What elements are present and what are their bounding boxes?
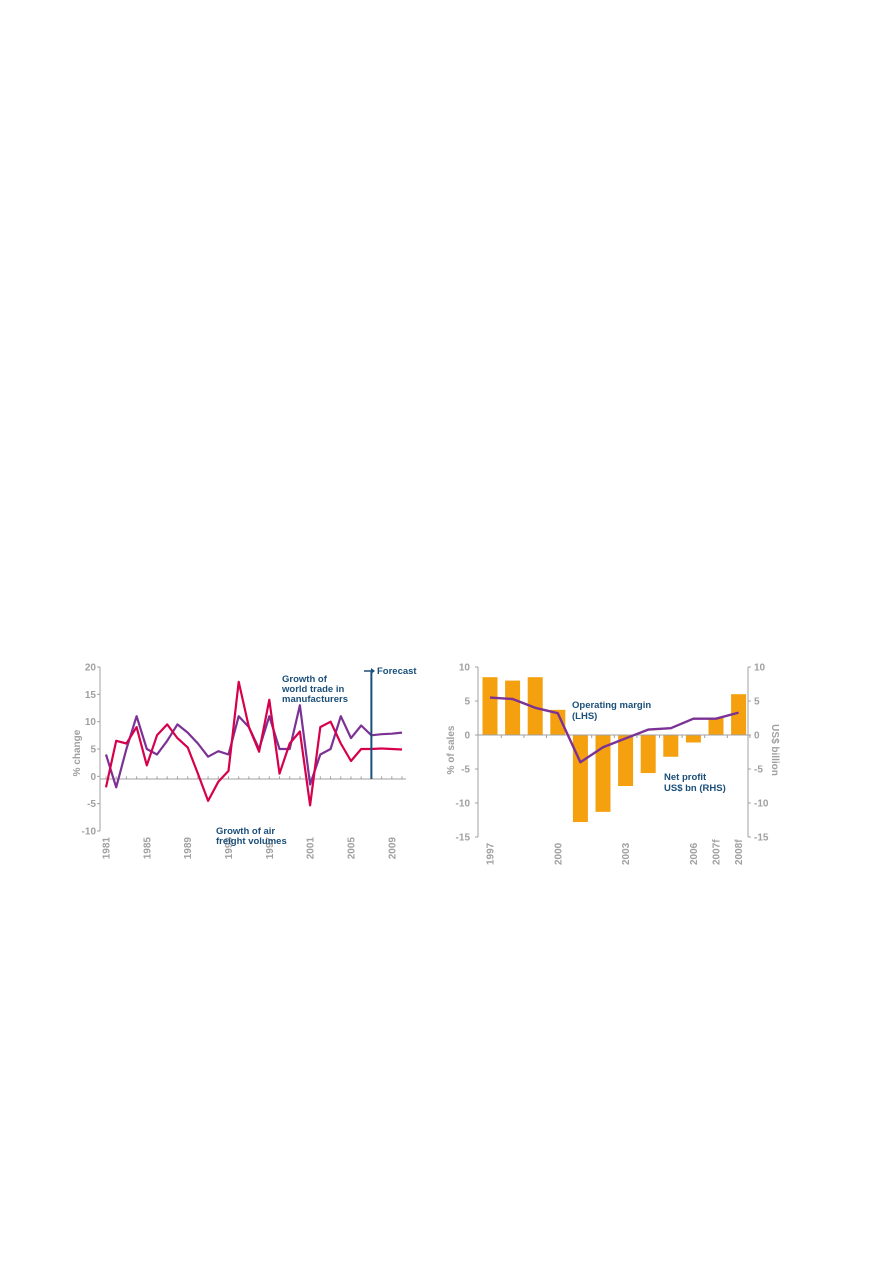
chart1-x-tick-label: 2001: [306, 837, 317, 860]
chart1-y-tick-label: -5: [87, 799, 96, 810]
chart2-x-tick-label: 2007f: [712, 839, 723, 865]
chart2-x-tick-label: 2008f: [734, 839, 745, 865]
chart2-y2-axis-label: US$ billion: [769, 724, 780, 776]
chart2-y-tick-label: 5: [464, 697, 470, 708]
svg-text:freight volumes: freight volumes: [216, 836, 287, 847]
chart1-x-tick-label: 1981: [102, 837, 113, 860]
net-profit-bar: [618, 735, 634, 786]
operating-margin-label: Operating margin (LHS): [572, 700, 651, 722]
chart2-y-axis-label: % of sales: [446, 725, 457, 774]
world-trade-label: Growth of world trade in manufacturers: [281, 674, 348, 705]
chart1-x-tick-label: 2005: [346, 837, 357, 860]
chart1-series-line-0: [104, 704, 403, 789]
chart1-x-tick-label: 1989: [183, 837, 194, 860]
svg-text:manufacturers: manufacturers: [282, 694, 348, 705]
chart2-x-tick-label: 2000: [553, 842, 564, 865]
forecast-label: Forecast: [377, 666, 417, 677]
svg-text:Growth of: Growth of: [282, 674, 328, 685]
svg-text:Net profit: Net profit: [664, 772, 707, 783]
chart1-y-tick-label: 10: [85, 717, 97, 728]
net-profit-bar: [731, 694, 747, 735]
chart2-x-tick-label: 1997: [486, 842, 497, 865]
chart1-series-line-1: [104, 680, 403, 807]
chart2-y2-tick-label: 5: [754, 697, 760, 708]
chart1-y-axis-label: % change: [72, 729, 83, 776]
chart2-y2-tick-label: -15: [754, 833, 769, 844]
forecast-arrow-head: [371, 668, 375, 674]
net-profit-bar: [482, 677, 498, 735]
chart1-y-tick-label: 0: [90, 772, 96, 783]
chart1-x-tick-label: 1985: [142, 837, 153, 860]
svg-text:world trade in: world trade in: [281, 684, 344, 695]
net-profit-bar: [663, 735, 679, 757]
chart2-y2-tick-label: -5: [754, 765, 763, 776]
chart1-x-tick-label: 1993: [224, 837, 235, 860]
chart2-x-tick-label: 2006: [689, 842, 700, 865]
chart1-x-tick-label: 2009: [387, 837, 398, 860]
net-profit-bar: [550, 709, 566, 735]
chart1-x-tick-label: 1997: [265, 837, 276, 860]
net-profit-bar: [595, 735, 611, 812]
chart2-y-tick-label: -15: [456, 833, 471, 844]
air-freight-chart: -10 -5 0 5 10 15 20 1981 1985 1989 1993 1997 2001 20…: [72, 663, 417, 860]
svg-text:US$ bn (RHS): US$ bn (RHS): [664, 783, 726, 794]
chart1-y-tick-label: 5: [90, 745, 96, 756]
svg-text:(LHS): (LHS): [572, 711, 597, 722]
chart2-y-tick-label: 10: [459, 663, 471, 674]
chart2-y2-tick-label: 10: [754, 663, 766, 674]
svg-text:Operating margin: Operating margin: [572, 700, 651, 711]
net-profit-bar: [685, 735, 701, 743]
net-profit-bar: [527, 677, 543, 735]
net-profit-bar: [505, 680, 521, 735]
svg-text:Growth of air: Growth of air: [216, 826, 275, 837]
chart2-y2-tick-label: -10: [754, 799, 769, 810]
chart1-y-tick-label: -10: [82, 827, 97, 838]
chart1-y-tick-label: 20: [85, 663, 97, 674]
net-profit-bar: [708, 718, 724, 735]
net-profit-label: Net profit US$ bn (RHS): [664, 772, 726, 794]
net-profit-bar: [640, 735, 656, 774]
chart2-y-tick-label: 0: [464, 731, 470, 742]
chart2-y-tick-label: -5: [461, 765, 470, 776]
airline-profit-chart: -15 -10 -5 0 5 10 -15 -10 -5 0 5 10 1997 2000 2003 20…: [446, 663, 780, 866]
chart2-x-tick-label: 2003: [621, 842, 632, 865]
chart2-y-tick-label: -10: [456, 799, 471, 810]
air-freight-label: Growth of air freight volumes: [216, 826, 287, 847]
chart1-y-tick-label: 15: [85, 690, 97, 701]
chart2-y2-tick-label: 0: [754, 731, 760, 742]
operating-margin-line: [489, 696, 739, 764]
